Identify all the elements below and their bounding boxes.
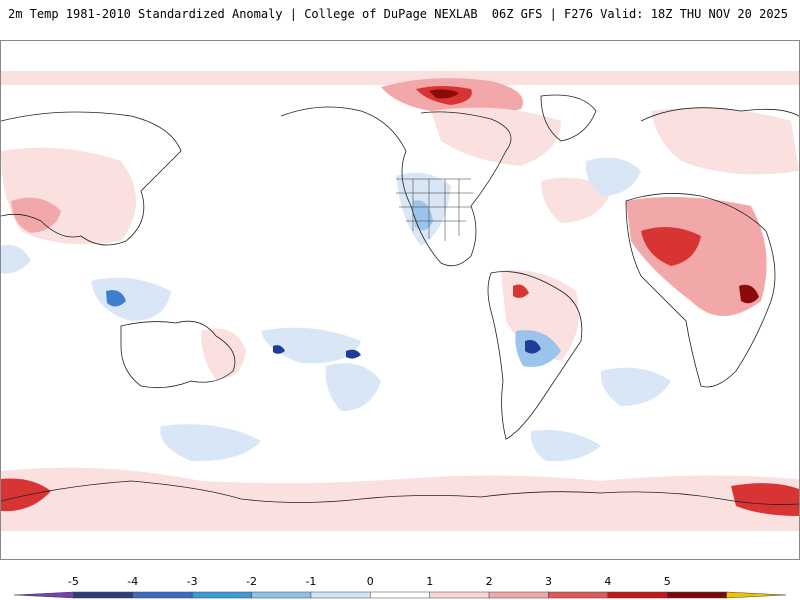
colorbar-segment [726,591,787,599]
colorbar-tick-label: 5 [663,575,671,588]
colorbar-tick-label: 0 [366,575,374,588]
pacific-cool-spot [273,345,285,354]
south-atlantic-cool-anomaly [600,367,671,406]
north-atlantic-warm-anomaly [541,177,611,223]
coastline-antarctica [1,480,799,505]
colorbar-tick-label: 3 [544,575,552,588]
paraguay-strong-cool-anomaly [525,340,541,354]
colorbar-tick-label: -4 [127,575,139,588]
coastline-layer [1,94,799,505]
africa-strong-anomaly [641,227,701,266]
southern-ocean-warm-band [1,467,799,531]
north-atlantic-cool-anomaly [585,157,641,196]
colorbar-tick-label: 1 [426,575,434,588]
colorbar-segment [13,591,74,599]
model-run-info: 06Z GFS | F276 Valid: 18Z THU NOV 20 202… [491,7,788,21]
canada-warm-anomaly [431,107,561,166]
colorbar-segment [370,591,430,599]
colorbar-segment [429,591,490,599]
coastline-europe-asia [1,107,799,246]
coastline-south-america [487,271,583,440]
indonesia-cool-anomaly [91,277,171,321]
coastline-africa [625,193,776,388]
colorbar-segment [548,591,609,599]
antarctic-west-strong-anomaly [1,478,51,512]
colorbar-tick-label: 4 [604,575,612,588]
state-boundaries [396,178,473,241]
colorbar-segment [607,591,668,599]
colorbar-segment [310,591,371,599]
west-pacific-cool-anomaly [1,245,31,274]
europe-warm-anomaly [651,107,799,175]
africa-warm-anomaly [626,197,767,316]
coastline-north-america [280,106,512,267]
asia-mid-anomaly [11,197,61,233]
south-pacific-cool-anomaly [325,363,381,411]
southern-ocean-cool-anomaly [160,424,261,462]
antarctic-east-strong-anomaly [731,483,799,516]
us-mid-cool-anomaly [413,200,433,231]
colorbar-tick-label: -1 [305,575,317,588]
colorbar-tick-label: 2 [485,575,493,588]
southwest-indian-cool-anomaly [530,430,601,462]
asia-warm-anomaly [1,147,136,245]
colorbar-tick-label: -5 [67,575,79,588]
map-title: 2m Temp 1981-2010 Standardized Anomaly |… [8,7,478,21]
central-pacific-cool-anomaly [261,327,361,364]
anomaly-map-svg [1,71,799,531]
state-grid-lines [396,178,473,241]
colorbar-segment [251,591,312,599]
pacific-extreme-cool-spot [346,349,361,359]
colorbar [13,591,787,599]
cool-anomaly-layer [1,157,671,462]
australia-warm-anomaly [201,328,246,380]
east-africa-extreme-anomaly [739,284,759,304]
anomaly-map [0,40,800,560]
warm-anomaly-layer [1,71,799,531]
siberia-extreme-anomaly [429,89,459,99]
venezuela-strong-anomaly [513,284,529,298]
colorbar-segment [73,591,134,599]
colorbar-segment [132,591,193,599]
indonesia-strong-cool-anomaly [106,290,126,307]
colorbar-segment [666,591,727,599]
coastline-australia [120,320,236,389]
colorbar-tick-label: -3 [186,575,198,588]
colorbar-segment [191,591,252,599]
coastline-greenland [540,94,597,142]
colorbar-segment [488,591,549,599]
colorbar-tick-label: -2 [246,575,258,588]
arctic-warm-band [1,71,799,85]
